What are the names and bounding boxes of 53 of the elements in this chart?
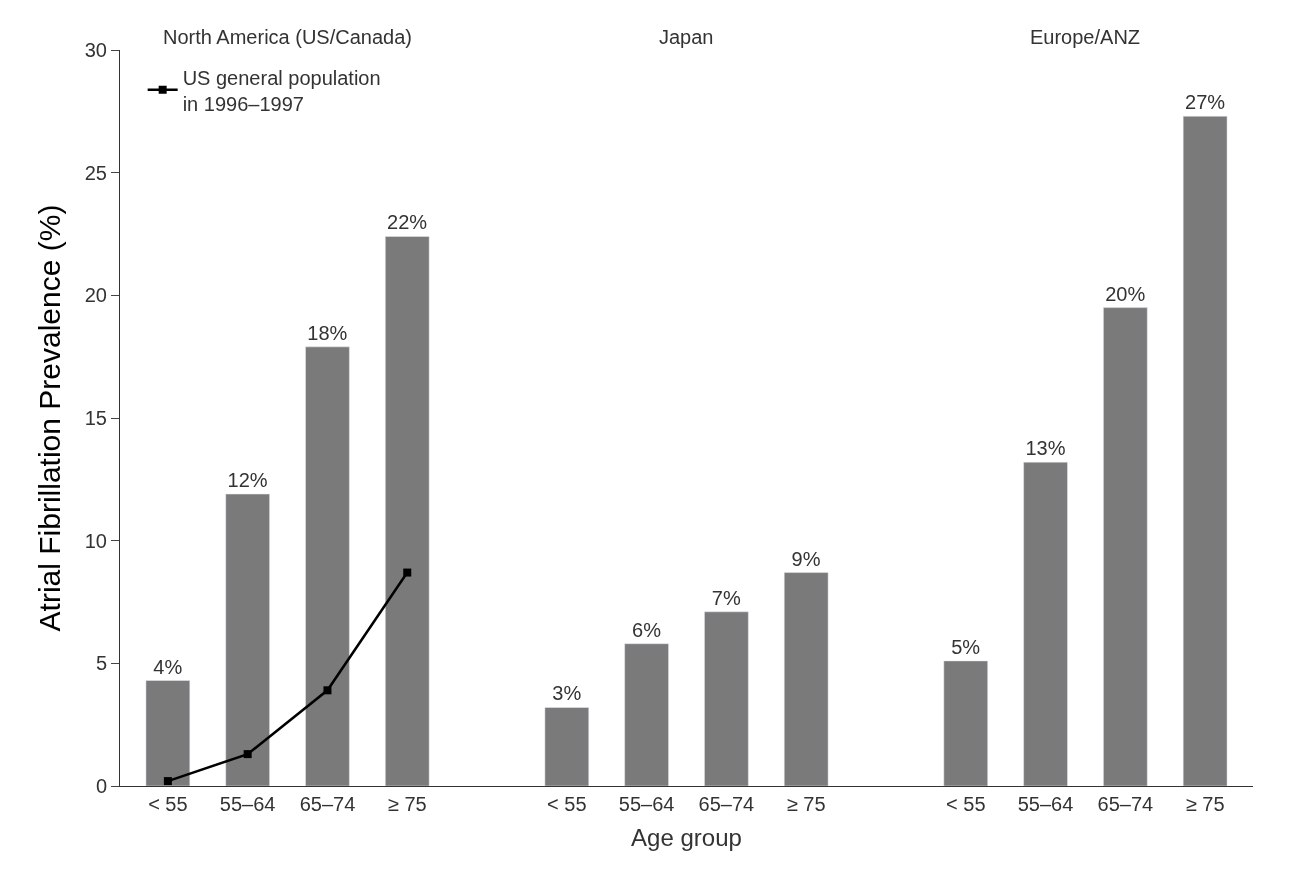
bar: [1023, 461, 1068, 786]
data-label: 6%: [632, 618, 662, 641]
x-tick-label: ≥ 75: [786, 793, 826, 815]
y-tick-label: 25: [84, 161, 107, 184]
x-tick-label: 55–64: [1017, 793, 1074, 815]
legend-label: US general population in 1996–1997: [182, 66, 381, 115]
x-tick-label: < 55: [946, 793, 986, 815]
point: [163, 777, 172, 786]
y-tick-label: 15: [84, 407, 107, 429]
x-tick-label: 65–74: [1097, 793, 1154, 815]
data-label: 22%: [387, 211, 428, 234]
bar: [544, 707, 590, 786]
data-label: 27%: [1185, 91, 1226, 114]
y-axis-title: Atrial Fibrillation Prevalence (%): [32, 204, 66, 632]
data-label: 12%: [227, 469, 268, 492]
bar: [1182, 115, 1228, 786]
bar: [305, 346, 350, 786]
bar: [225, 493, 270, 786]
y-tick-label: 10: [84, 529, 107, 552]
point: [243, 750, 252, 759]
point: [403, 568, 412, 577]
bar: [704, 611, 749, 786]
data-label: 20%: [1105, 282, 1146, 305]
y-tick-label: 5: [95, 652, 107, 675]
text: North America (US/Canada): [163, 26, 412, 48]
point: [323, 686, 332, 695]
x-tick-label: 65–74: [698, 793, 755, 815]
bar: [1103, 307, 1148, 786]
bar: [783, 572, 829, 786]
x-tick-label: 55–64: [618, 793, 675, 815]
data-label: 13%: [1025, 437, 1066, 460]
data-label: 7%: [711, 586, 741, 609]
data-label: 4%: [153, 655, 183, 678]
x-tick-label: 55–64: [219, 793, 276, 815]
text: Europe/ANZ: [1030, 26, 1141, 48]
x-tick-label: ≥ 75: [1185, 793, 1225, 815]
text: Japan: [659, 26, 714, 48]
data-label: 9%: [791, 547, 821, 570]
bar: [145, 680, 191, 786]
data-label: 5%: [951, 635, 981, 658]
x-axis-title: Age group: [631, 824, 742, 852]
y-tick-label: 20: [84, 284, 107, 307]
x-tick-label: 65–74: [299, 793, 356, 815]
y-tick-label: 30: [84, 39, 107, 61]
bar: [943, 660, 988, 786]
x-tick-label: < 55: [148, 793, 188, 815]
x-tick-label: ≥ 75: [387, 793, 427, 815]
y-tick-label: 0: [95, 775, 107, 797]
data-label: 3%: [552, 682, 582, 705]
x-tick-label: < 55: [547, 793, 587, 815]
data-label: 18%: [307, 321, 348, 344]
bar: [385, 236, 430, 786]
bar: [624, 643, 669, 786]
